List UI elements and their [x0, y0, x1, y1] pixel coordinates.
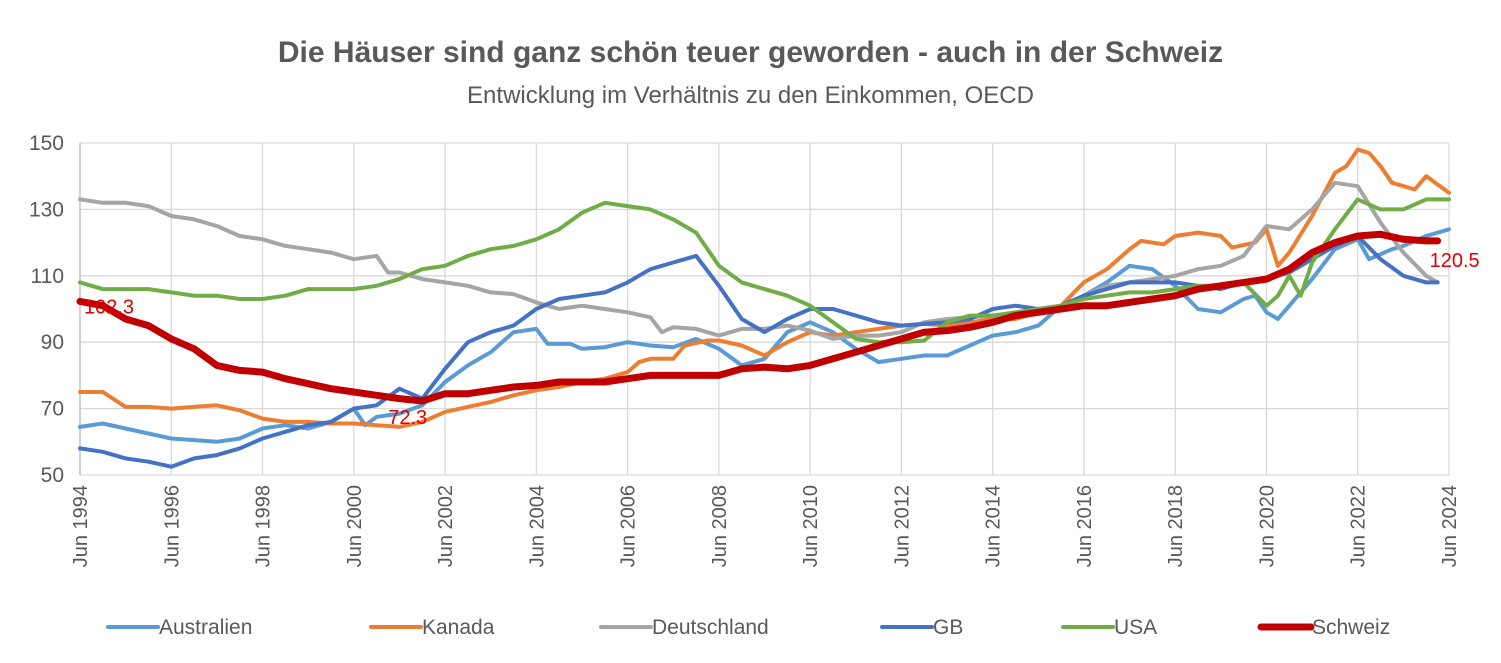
annotations: 102.3 72.3 120.5	[84, 250, 1480, 429]
data-label: 102.3	[84, 296, 134, 318]
x-tick-label: Jun 2008	[709, 485, 731, 567]
x-tick-label: Jun 2024	[1439, 485, 1461, 567]
y-tick-label: 150	[29, 132, 64, 155]
legend-label: GB	[933, 616, 963, 639]
legend-label: Deutschland	[652, 616, 769, 639]
x-tick-label: Jun 1994	[70, 485, 92, 567]
y-axis-ticks: 50 70 90 110 130 150	[29, 132, 64, 487]
y-tick-label: 50	[41, 464, 64, 487]
series-lines	[76, 147, 1451, 469]
series-line-deutschland	[78, 180, 1440, 341]
x-tick-label: Jun 2000	[344, 485, 366, 567]
x-tick-label: Jun 2022	[1348, 485, 1370, 567]
x-tick-label: Jun 2002	[435, 485, 457, 567]
x-tick-label: Jun 2004	[526, 485, 548, 567]
x-axis-ticks: Jun 1994 Jun 1996 Jun 1998 Jun 2000 Jun 2002…	[70, 485, 1461, 567]
x-tick-label: Jun 1996	[161, 485, 183, 567]
y-tick-label: 90	[41, 331, 64, 354]
x-tick-label: Jun 2020	[1256, 485, 1278, 567]
y-tick-label: 130	[29, 198, 64, 221]
x-tick-label: Jun 1998	[253, 485, 275, 567]
x-tick-label: Jun 2018	[1165, 485, 1187, 567]
legend-label: USA	[1114, 616, 1157, 639]
x-tick-label: Jun 2012	[891, 485, 913, 567]
legend-label: Schweiz	[1312, 616, 1390, 639]
x-tick-label: Jun 2010	[800, 485, 822, 567]
series-line-australien	[78, 227, 1451, 444]
y-tick-label: 70	[41, 398, 64, 421]
data-label: 120.5	[1430, 250, 1480, 272]
legend-label: Australien	[159, 616, 252, 639]
data-label: 72.3	[388, 407, 427, 429]
x-tick-label: Jun 2014	[983, 485, 1005, 567]
series-line-schweiz	[76, 230, 1442, 405]
x-tick-label: Jun 2016	[1074, 485, 1096, 567]
x-tick-label: Jun 2006	[618, 485, 640, 567]
legend: Australien Kanada Deutschland GB USA Schweiz	[106, 616, 1390, 639]
chart-subtitle: Entwicklung im Verhältnis zu den Einkomm…	[467, 82, 1034, 109]
legend-label: Kanada	[422, 616, 495, 639]
y-tick-label: 110	[31, 265, 64, 288]
chart-title: Die Häuser sind ganz schön teuer geworde…	[277, 36, 1224, 69]
series-line-usa	[78, 197, 1451, 345]
